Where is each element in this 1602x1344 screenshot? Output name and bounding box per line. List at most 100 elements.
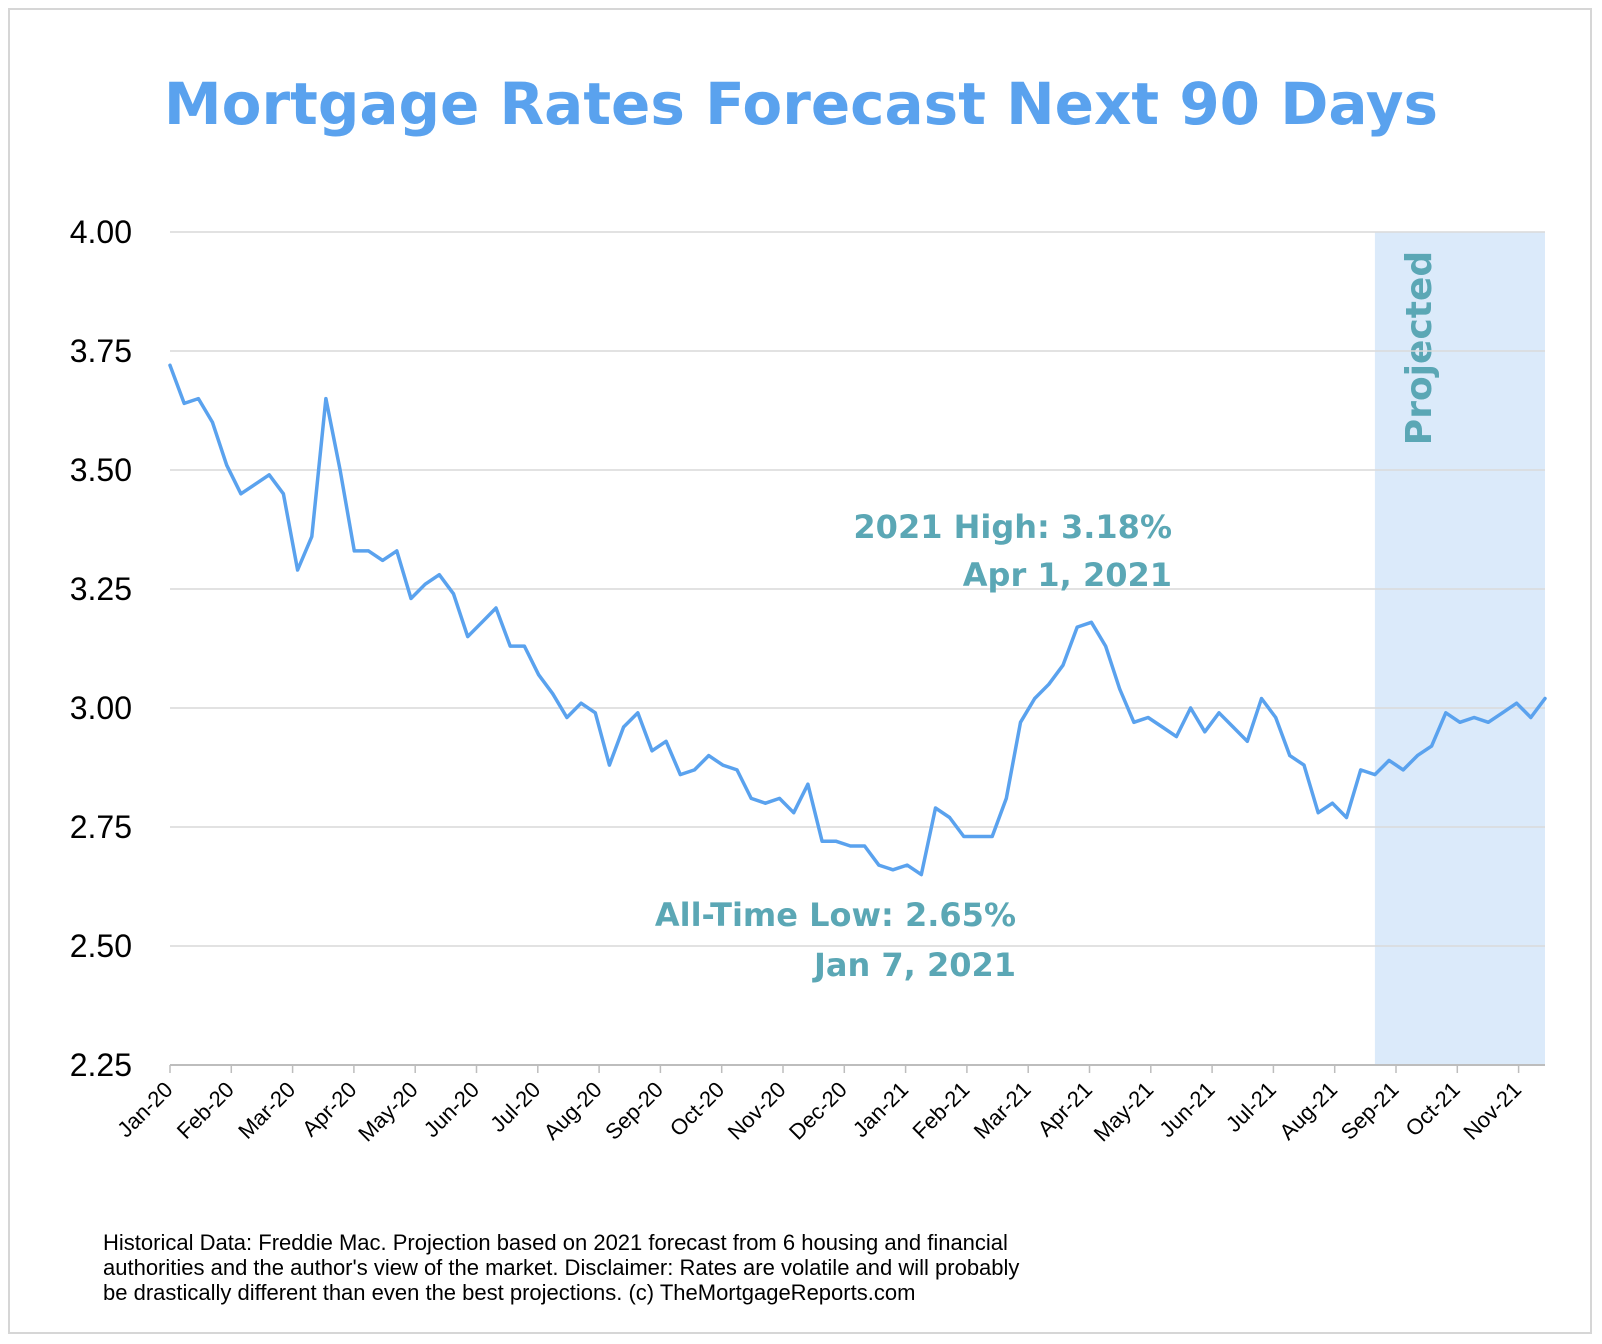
x-tick-label: Mar-21	[969, 1077, 1036, 1144]
x-tick-label: Apr-20	[297, 1077, 361, 1141]
annotation-low: All-Time Low: 2.65% Jan 7, 2021	[655, 896, 1016, 984]
data-point	[211, 420, 215, 424]
data-point	[735, 768, 739, 772]
data-point	[395, 549, 399, 553]
data-point	[948, 815, 952, 819]
data-point	[1401, 768, 1405, 772]
data-point	[863, 844, 867, 848]
x-tick-label: Oct-21	[1400, 1077, 1464, 1141]
data-point	[281, 492, 285, 496]
data-point	[1104, 644, 1108, 648]
data-point	[1316, 811, 1320, 815]
data-point	[877, 863, 881, 867]
data-point	[480, 620, 484, 624]
data-point	[1515, 701, 1519, 705]
data-point	[1019, 720, 1023, 724]
data-point	[267, 473, 271, 477]
data-point	[1472, 716, 1476, 720]
data-point	[310, 535, 314, 539]
data-point	[707, 754, 711, 758]
chart-title: Mortgage Rates Forecast Next 90 Days	[164, 70, 1438, 138]
data-point	[508, 644, 512, 648]
data-point	[749, 796, 753, 800]
data-point	[1302, 763, 1306, 767]
x-tick-label: Sep-20	[600, 1077, 668, 1145]
projected-region	[1374, 232, 1545, 1065]
x-tick-label: Mar-20	[233, 1077, 300, 1144]
data-point	[962, 835, 966, 839]
annotation-high: 2021 High: 3.18% Apr 1, 2021	[853, 508, 1172, 594]
data-point	[778, 796, 782, 800]
data-point	[891, 868, 895, 872]
data-point	[990, 835, 994, 839]
data-point	[1529, 716, 1533, 720]
data-point	[225, 463, 229, 467]
data-point	[678, 773, 682, 777]
footnote: Historical Data: Freddie Mac. Projection…	[103, 1230, 1019, 1305]
data-point	[1486, 720, 1490, 724]
x-tick-label: Sep-21	[1336, 1077, 1404, 1145]
data-point	[182, 401, 186, 405]
data-point	[1274, 716, 1278, 720]
data-point	[976, 835, 980, 839]
data-point	[1217, 711, 1221, 715]
data-point	[1132, 720, 1136, 724]
data-point	[1373, 773, 1377, 777]
footnote-line-3: be drastically different than even the b…	[103, 1280, 915, 1305]
data-point	[905, 863, 909, 867]
data-point	[579, 701, 583, 705]
data-point	[352, 549, 356, 553]
series-line-rate	[168, 363, 1547, 877]
x-tick-label: Dec-20	[784, 1077, 852, 1145]
data-point	[452, 592, 456, 596]
annotation-high-line2: Apr 1, 2021	[963, 556, 1172, 594]
annotation-high-line1: 2021 High: 3.18%	[853, 508, 1172, 546]
data-point	[1458, 720, 1462, 724]
y-tick-label: 2.25	[70, 1047, 132, 1083]
x-tick-label: Feb-21	[907, 1077, 974, 1144]
x-tick-label: Nov-21	[1458, 1077, 1526, 1145]
data-point	[1231, 725, 1235, 729]
data-point	[239, 492, 243, 496]
grid-lines	[170, 231, 1545, 1066]
data-point	[933, 806, 937, 810]
data-point	[253, 482, 257, 486]
x-tick-label: Jan-21	[848, 1077, 913, 1142]
data-point	[1359, 768, 1363, 772]
data-point	[366, 549, 370, 553]
data-point	[466, 635, 470, 639]
data-point	[721, 763, 725, 767]
data-point	[763, 801, 767, 805]
data-point	[1160, 725, 1164, 729]
data-point	[806, 782, 810, 786]
x-tick-label: Jun-20	[419, 1077, 484, 1142]
data-point	[593, 711, 597, 715]
x-tick-label: Feb-20	[172, 1077, 239, 1144]
data-point	[1259, 696, 1263, 700]
data-point	[848, 844, 852, 848]
x-tick-label: Nov-20	[723, 1077, 791, 1145]
data-point	[423, 582, 427, 586]
x-tick-label: Aug-21	[1274, 1077, 1342, 1145]
data-point	[1444, 711, 1448, 715]
annotation-low-line2: Jan 7, 2021	[812, 946, 1016, 984]
y-tick-label: 4.00	[70, 214, 132, 250]
projected-label: Projected	[1399, 251, 1440, 445]
data-point	[607, 763, 611, 767]
data-point	[537, 673, 541, 677]
data-point	[820, 839, 824, 843]
data-point	[1089, 620, 1093, 624]
x-tick-label: Jul-21	[1221, 1077, 1281, 1137]
data-point	[409, 597, 413, 601]
data-point	[1033, 696, 1037, 700]
x-tick-label: May-20	[353, 1077, 423, 1147]
data-point	[1430, 744, 1434, 748]
data-point	[381, 558, 385, 562]
data-point	[1415, 754, 1419, 758]
y-tick-label: 3.25	[70, 571, 132, 607]
y-axis-ticks: 4.00 3.75 3.50 3.25 3.00 2.75 2.50 2.25	[70, 214, 132, 1083]
data-point	[1387, 758, 1391, 762]
data-point	[1075, 625, 1079, 629]
data-point	[636, 711, 640, 715]
